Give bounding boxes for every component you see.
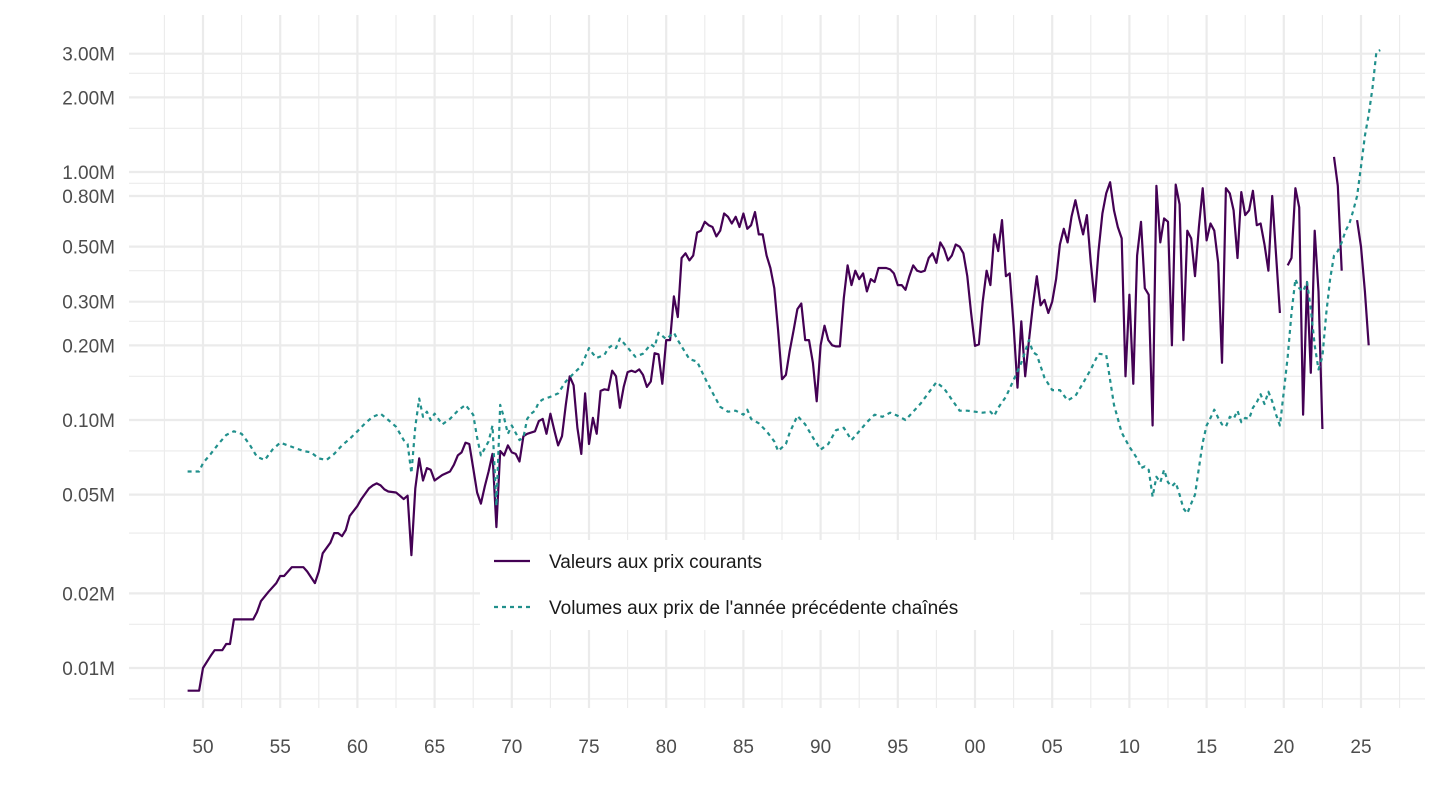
y-tick-label: 0.80M [62, 187, 115, 208]
y-tick-label: 2.00M [62, 88, 115, 109]
series-line-valeurs [1356, 219, 1370, 346]
y-tick-label: 0.20M [62, 336, 115, 357]
series-line-valeurs [1332, 156, 1343, 271]
legend-entry-volumes[interactable]: Volumes aux prix de l'année précédente c… [494, 598, 958, 619]
x-tick-label: 00 [964, 737, 985, 758]
major-y-gridlines [129, 52, 1425, 670]
y-axis-tick-labels: 0.01M 0.02M 0.05M 0.10M 0.20M 0.30M 0.50M 0.80M… [62, 45, 115, 680]
y-tick-label: 0.30M [62, 293, 115, 314]
x-tick-label: 65 [424, 737, 445, 758]
x-tick-label: 60 [347, 737, 368, 758]
legend-label-valeurs: Valeurs aux prix courants [549, 552, 762, 573]
x-tick-label: 25 [1350, 737, 1371, 758]
series-layer [187, 49, 1381, 692]
series-valeurs [187, 156, 1370, 692]
y-tick-label: 0.01M [62, 659, 115, 680]
x-tick-label: 80 [656, 737, 677, 758]
legend: Valeurs aux prix courants Volumes aux pr… [480, 540, 1080, 630]
x-tick-label: 55 [270, 737, 291, 758]
y-tick-label: 0.10M [62, 411, 115, 432]
x-axis-tick-labels: 50 55 60 65 70 75 80 85 90 95 00 05 10 15 20 25 [192, 737, 1371, 758]
legend-entry-valeurs[interactable]: Valeurs aux prix courants [494, 552, 762, 573]
x-tick-label: 90 [810, 737, 831, 758]
legend-background [480, 540, 1080, 630]
series-line-valeurs [187, 181, 1281, 692]
series-line-valeurs [1286, 187, 1324, 430]
x-tick-label: 10 [1119, 737, 1140, 758]
y-tick-label: 3.00M [62, 45, 115, 66]
x-tick-label: 50 [192, 737, 213, 758]
y-tick-label: 1.00M [62, 163, 115, 184]
x-tick-label: 95 [887, 737, 908, 758]
series-volumes [187, 49, 1381, 515]
y-tick-label: 0.50M [62, 238, 115, 259]
series-line-volumes [187, 49, 1381, 515]
x-tick-label: 20 [1273, 737, 1294, 758]
x-tick-label: 70 [501, 737, 522, 758]
y-tick-label: 0.02M [62, 584, 115, 605]
y-tick-label: 0.05M [62, 486, 115, 507]
x-tick-label: 05 [1042, 737, 1063, 758]
legend-label-volumes: Volumes aux prix de l'année précédente c… [549, 598, 958, 619]
x-tick-label: 85 [733, 737, 754, 758]
x-tick-label: 75 [578, 737, 599, 758]
x-tick-label: 15 [1196, 737, 1217, 758]
